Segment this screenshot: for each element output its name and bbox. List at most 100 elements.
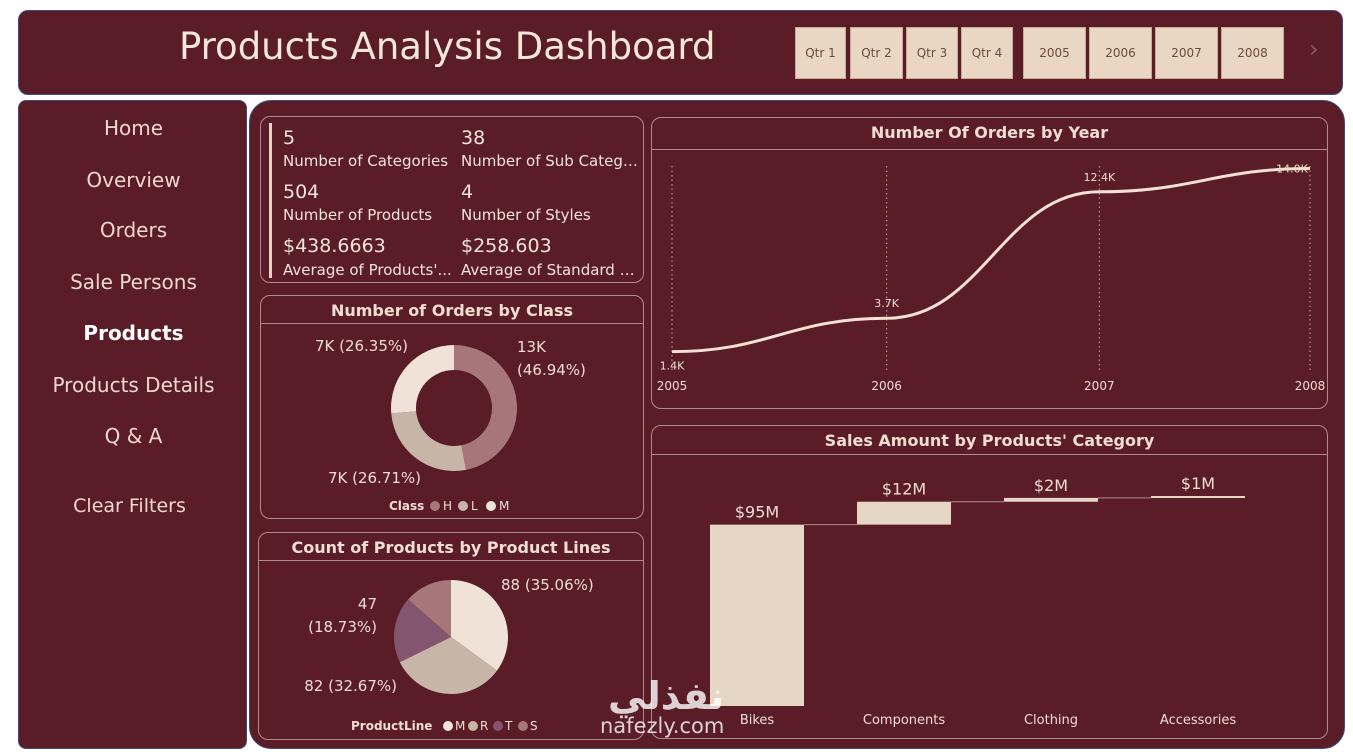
pie-label-m: 88 (35.06%) <box>501 576 594 594</box>
sales-by-category-title: Sales Amount by Products' Category <box>824 431 1155 450</box>
pie-legend-label-s: S <box>530 719 538 733</box>
donut-legend-title: Class <box>389 499 424 513</box>
line-x-tick-2005: 2005 <box>657 379 688 393</box>
sales-by-category-chart: $95M Bikes $12M Components $2M Clothing $1M Acc… <box>710 474 1245 728</box>
waterfall-x-tick-clothing: Clothing <box>1024 713 1078 728</box>
pie-legend-swatch-r <box>468 721 478 731</box>
kpi-avg-price-label: Average of Products'... <box>283 261 452 279</box>
orders-by-class-title: Number of Orders by Class <box>330 301 574 320</box>
kpi-avg-cost-label: Average of Standard Cost <box>461 261 643 279</box>
page-title: Products Analysis Dashboard <box>179 25 716 68</box>
waterfall-x-tick-accessories: Accessories <box>1160 713 1236 728</box>
pie-slice-r <box>399 637 497 694</box>
watermark-arabic: نفذلي <box>608 674 725 718</box>
waterfall-data-label-bikes: $95M <box>735 503 779 522</box>
line-data-label-2007: 12.4K <box>1083 171 1115 184</box>
pie-label-t-pct: (18.73%) <box>308 618 377 636</box>
donut-label-h: 13K <box>517 338 547 356</box>
pie-slice-m <box>451 580 508 671</box>
line-x-tick-2007: 2007 <box>1084 379 1115 393</box>
line-data-label-2006: 3.7K <box>874 297 899 310</box>
slicer-year-2006[interactable]: 2006 <box>1089 27 1152 79</box>
pie-legend-label-m: M <box>455 719 465 733</box>
line-x-tick-2006: 2006 <box>871 379 902 393</box>
chevron-right-icon[interactable]: › <box>1309 35 1319 63</box>
donut-slice-h <box>454 345 518 470</box>
slicer-qtr-4[interactable]: Qtr 4 <box>961 27 1013 79</box>
kpi-products-label: Number of Products <box>283 206 433 224</box>
donut-slice-m <box>391 345 454 414</box>
donut-legend-label-l: L <box>471 499 478 513</box>
pie-label-t: 47 <box>358 595 377 613</box>
orders-by-year-title: Number Of Orders by Year <box>870 123 1109 142</box>
waterfall-bar-bikes <box>710 524 804 706</box>
card-divider <box>652 149 1327 150</box>
nav-sale-persons[interactable]: Sale Persons <box>70 270 197 294</box>
nav-products-details[interactable]: Products Details <box>52 373 215 397</box>
donut-label-l: 7K (26.71%) <box>328 469 421 487</box>
waterfall-x-tick-bikes: Bikes <box>740 713 775 728</box>
waterfall-data-label-clothing: $2M <box>1034 476 1068 495</box>
slicer-qtr-1[interactable]: Qtr 1 <box>795 27 846 79</box>
main-panel: 5 Number of Categories 38 Number of Sub … <box>249 100 1345 749</box>
slicer-qtr-2[interactable]: Qtr 2 <box>850 27 903 79</box>
nav-overview[interactable]: Overview <box>86 168 181 192</box>
sidebar: Home Overview Orders Sale Persons Produc… <box>18 100 247 749</box>
watermark: نفذلي nafezly.com <box>594 674 725 738</box>
kpi-subcategories-value: 38 <box>461 127 486 149</box>
pie-legend-swatch-t <box>493 721 503 731</box>
pie-legend-title: ProductLine <box>351 719 432 733</box>
card-divider <box>261 323 643 324</box>
pie-legend-swatch-m <box>443 721 453 731</box>
donut-legend-swatch-m <box>486 501 496 511</box>
waterfall-bar-components <box>857 501 951 525</box>
line-data-label-2005: 1.4K <box>660 360 685 373</box>
pie-slice-t <box>394 599 451 663</box>
line-series-orders <box>671 167 1311 354</box>
kpi-subcategories-label: Number of Sub Categor... <box>461 152 641 170</box>
kpi-avg-price-value: $438.6663 <box>283 235 386 257</box>
line-data-label-2008: 14.0K <box>1276 163 1308 176</box>
kpi-categories-label: Number of Categories <box>283 152 449 170</box>
slicer-year-2008[interactable]: 2008 <box>1221 27 1284 79</box>
waterfall-bar-clothing <box>1004 497 1098 502</box>
donut-label-h-pct: (46.94%) <box>517 361 586 379</box>
donut-legend-label-m: M <box>499 499 509 513</box>
donut-legend-swatch-l <box>458 501 468 511</box>
donut-legend-swatch-h <box>430 501 440 511</box>
nav-q-and-a[interactable]: Q & A <box>104 424 163 448</box>
nav-products[interactable]: Products <box>83 321 184 345</box>
product-lines-title: Count of Products by Product Lines <box>291 538 611 557</box>
kpi-categories-value: 5 <box>283 127 296 149</box>
header-bar: Products Analysis Dashboard Qtr 1 Qtr 2 … <box>18 10 1343 95</box>
waterfall-data-label-components: $12M <box>882 480 926 499</box>
product-lines-card: Count of Products by Product Lines 88 (3… <box>258 532 644 740</box>
slicer-year-2007[interactable]: 2007 <box>1155 27 1218 79</box>
waterfall-x-tick-components: Components <box>863 713 945 728</box>
line-x-tick-2008: 2008 <box>1295 379 1326 393</box>
slicer-qtr-3[interactable]: Qtr 3 <box>906 27 958 79</box>
donut-label-m: 7K (26.35%) <box>315 337 408 355</box>
kpi-avg-cost-value: $258.603 <box>461 235 552 257</box>
kpi-styles-label: Number of Styles <box>461 206 591 224</box>
orders-by-class-card: Number of Orders by Class 13K (46.94%) 7K … <box>260 295 644 519</box>
watermark-latin: nafezly.com <box>600 714 725 738</box>
kpi-accent-bar <box>269 123 272 278</box>
card-divider <box>259 560 643 561</box>
product-lines-chart: 88 (35.06%) 82 (32.67%) 47 (18.73%) ProductL… <box>304 576 594 733</box>
pie-legend-label-r: R <box>480 719 488 733</box>
orders-by-year-chart: 2005 2006 2007 2008 1.4K 3.7K 12.4K 14.0K <box>657 163 1326 393</box>
nav-orders[interactable]: Orders <box>99 218 168 242</box>
pie-legend-swatch-s <box>518 721 528 731</box>
pie-legend-label-t: T <box>504 719 513 733</box>
donut-legend-label-h: H <box>443 499 452 513</box>
kpi-card: 5 Number of Categories 38 Number of Sub … <box>260 116 644 283</box>
clear-filters-button[interactable]: Clear Filters <box>73 495 186 517</box>
sales-by-category-card: Sales Amount by Products' Category $95M B… <box>651 425 1328 739</box>
waterfall-data-label-accessories: $1M <box>1181 474 1215 493</box>
waterfall-bar-accessories <box>1151 496 1245 498</box>
orders-by-year-card: Number Of Orders by Year 2005 2006 2007 200… <box>651 117 1328 409</box>
nav-home[interactable]: Home <box>103 116 164 140</box>
slicer-year-2005[interactable]: 2005 <box>1023 27 1086 79</box>
kpi-products-value: 504 <box>283 181 320 203</box>
